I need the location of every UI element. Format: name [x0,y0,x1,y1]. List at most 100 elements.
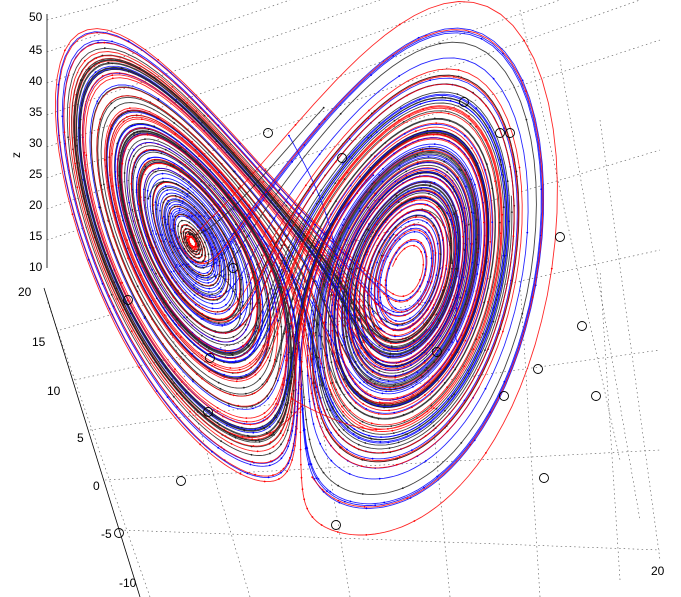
trajectory-point [411,178,414,181]
trajectory-point [184,164,187,166]
trajectory-point [291,252,294,254]
trajectory-point [292,389,295,392]
trajectory-point [268,425,271,428]
trajectory-point [381,180,384,183]
trajectory-point [430,257,433,260]
trajectory-point [426,322,429,325]
trajectory-point [298,358,301,361]
trajectory-point [463,207,466,209]
trajectory-point [267,476,270,479]
trajectory-point [145,149,148,152]
trajectory-point [286,429,289,432]
trajectory-point [336,276,339,279]
trajectory-point [249,282,252,284]
trajectory-point [392,329,395,332]
trajectory-point [171,319,174,322]
trajectory-point [279,212,282,215]
trajectory-point [331,353,333,355]
trajectory-point [451,267,453,270]
trajectory-point [448,120,451,122]
trajectory-point [164,238,167,241]
trajectory-point [186,102,189,104]
trajectory-point [287,399,290,402]
trajectory-point [280,430,282,432]
trajectory-point [451,354,453,356]
trajectory-point [138,203,140,206]
trajectory-point [550,267,553,270]
trajectory-point [485,452,487,454]
trajectory-point [383,501,386,504]
trajectory-point [464,169,467,172]
trajectory-point [245,281,248,284]
trajectory-point [71,213,74,216]
trajectory-point [429,242,432,244]
trajectory-point [383,293,385,295]
trajectory-point [448,332,451,335]
trajectory-point [447,398,450,400]
trajectory-point [286,413,289,416]
trajectory-point [207,217,210,220]
trajectory-point [228,405,231,407]
trajectory-point [362,403,365,405]
trajectory-point [263,480,266,483]
trajectory-point [384,141,387,144]
trajectory-point [377,404,379,407]
trajectory-point [245,166,248,168]
trajectory-point [385,390,387,393]
initial-condition-marker [263,128,273,138]
trajectory-point [357,284,359,287]
trajectory-point [277,319,280,322]
trajectory-point [385,320,388,323]
trajectory-point [114,171,117,173]
trajectory-point [384,232,387,234]
trajectory-point [356,261,358,264]
trajectory-point [266,379,269,381]
trajectory-point [419,148,422,151]
trajectory-point [144,315,147,318]
trajectory-point [222,275,225,277]
trajectory-point [446,430,449,433]
trajectory-point [290,411,293,414]
trajectory-point [423,359,426,362]
trajectory-point [429,185,431,188]
trajectory-point [435,168,438,171]
trajectory-point [245,392,247,395]
trajectory-point [275,360,278,362]
trajectory-point [172,296,175,299]
trajectory-point [475,107,478,110]
trajectory-point [201,306,204,309]
trajectory-point [370,134,372,137]
trajectory-point [157,58,160,61]
trajectory-point [199,443,202,446]
trajectory-point [403,379,406,382]
trajectory-point [246,434,249,437]
trajectory-point [398,299,401,302]
trajectory-point [199,215,202,218]
trajectory-point [319,384,321,386]
trajectory-point [363,269,366,272]
trajectory-point [338,453,341,456]
trajectory-point [435,122,438,124]
trajectory-point [344,239,347,241]
trajectory-point [462,235,464,238]
trajectory-point [174,368,176,370]
trajectory-point [232,197,235,200]
trajectory-point [280,288,283,290]
trajectory-point [172,230,174,232]
trajectory-point [413,199,415,202]
trajectory-point [399,360,402,363]
trajectory-point [240,301,242,304]
trajectory-point [155,78,158,81]
trajectory-point [281,418,284,420]
trajectory-point [502,206,505,209]
trajectory-point [239,250,242,252]
trajectory-point [290,270,292,273]
y-tick-20: 20 [18,285,32,299]
trajectory-point [373,382,376,385]
trajectory-point [247,275,249,278]
y-axis-line [43,287,141,597]
trajectory-point [253,392,256,394]
trajectory-point [279,367,281,370]
trajectory-point [278,189,281,191]
trajectory-point [468,372,470,375]
